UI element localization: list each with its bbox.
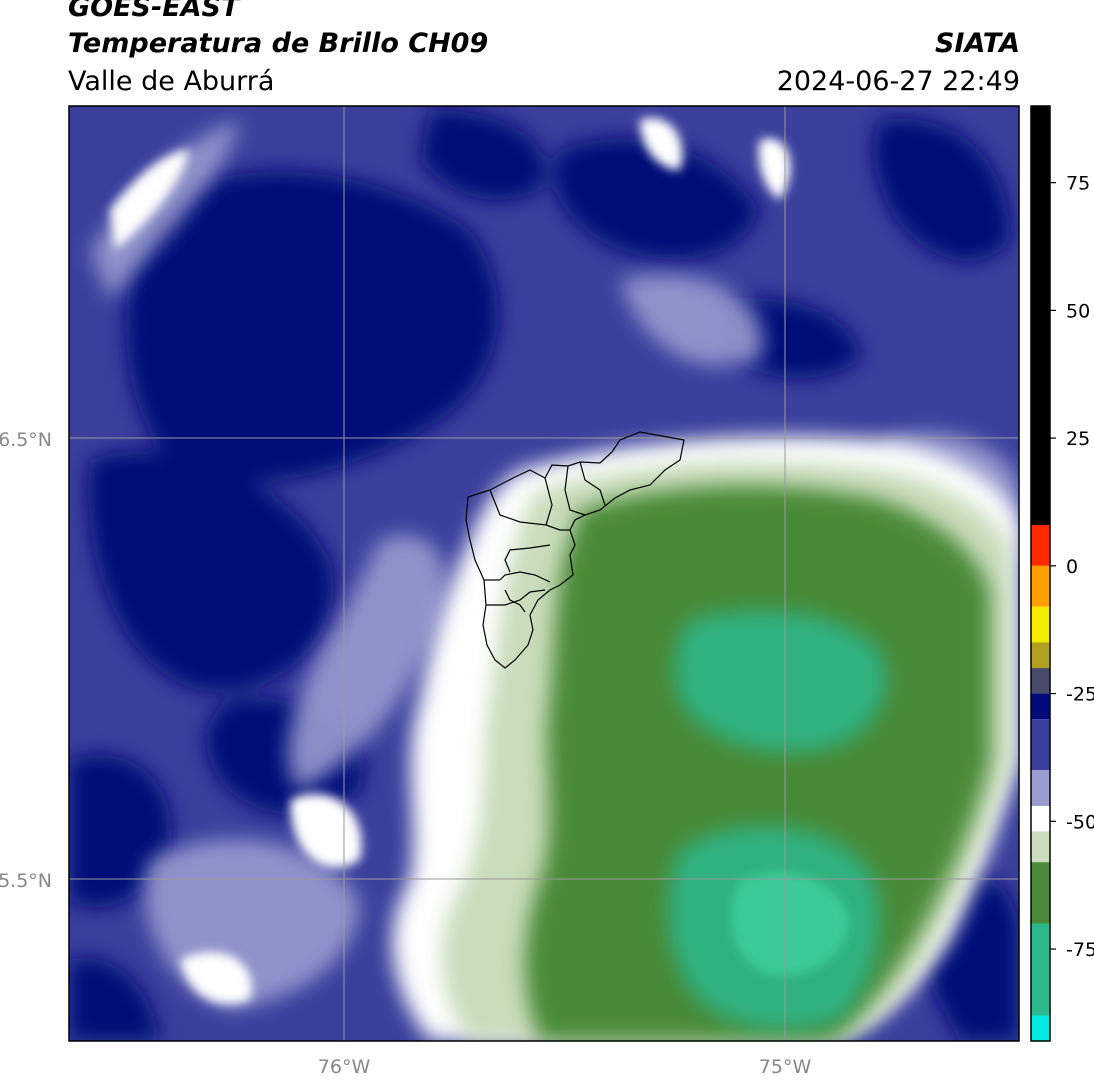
colorbar-segment bbox=[1031, 565, 1050, 607]
colorbar-segment bbox=[1031, 719, 1050, 771]
colorbar-segment bbox=[1031, 606, 1050, 643]
lon-label: 76°W bbox=[318, 1056, 371, 1078]
colorbar-segment bbox=[1031, 862, 1050, 924]
colorbar-tick-label: 25 bbox=[1066, 428, 1090, 450]
product-title: Temperatura de Brillo CH09 bbox=[68, 28, 489, 59]
datetime-label: 2024-06-27 22:49 bbox=[776, 66, 1020, 97]
brightness-temperature-field bbox=[69, 106, 1019, 1041]
colorbar-tick-label: -50 bbox=[1066, 811, 1094, 833]
map-gridlines bbox=[69, 106, 1019, 1041]
colorbar-tick-label: 0 bbox=[1066, 556, 1078, 578]
colorbar-tick-label: -75 bbox=[1066, 939, 1094, 961]
colorbar-segment bbox=[1031, 642, 1050, 669]
colorbar-segment bbox=[1031, 524, 1050, 566]
colorbar-segment bbox=[1031, 668, 1050, 694]
municipal-boundaries bbox=[465, 431, 685, 669]
lat-label: 5.5°N bbox=[0, 870, 52, 892]
satellite-title: GOES-EAST bbox=[68, 0, 240, 23]
colorbar-segment bbox=[1031, 1015, 1050, 1041]
colorbar-tick-label: 75 bbox=[1066, 173, 1090, 195]
colorbar-segment bbox=[1031, 805, 1050, 832]
colorbar-tick-label: -25 bbox=[1066, 684, 1094, 706]
lat-label: 6.5°N bbox=[0, 429, 52, 451]
colorbar-frame bbox=[1030, 105, 1051, 1042]
colorbar-segment bbox=[1031, 831, 1050, 863]
map-frame bbox=[68, 105, 1020, 1042]
organization-label: SIATA bbox=[934, 28, 1020, 59]
lon-label: 75°W bbox=[759, 1056, 812, 1078]
region-subtitle: Valle de Aburrá bbox=[68, 66, 275, 97]
colorbar-segment bbox=[1031, 106, 1050, 525]
colorbar-segment bbox=[1031, 770, 1050, 806]
colorbar-tick-label: 50 bbox=[1066, 300, 1090, 322]
colorbar-segment bbox=[1031, 693, 1050, 720]
colorbar-segment bbox=[1031, 923, 1050, 1016]
temperature-colorbar: 75 50 25 0 -25 -50 -75 bbox=[1031, 106, 1094, 1041]
